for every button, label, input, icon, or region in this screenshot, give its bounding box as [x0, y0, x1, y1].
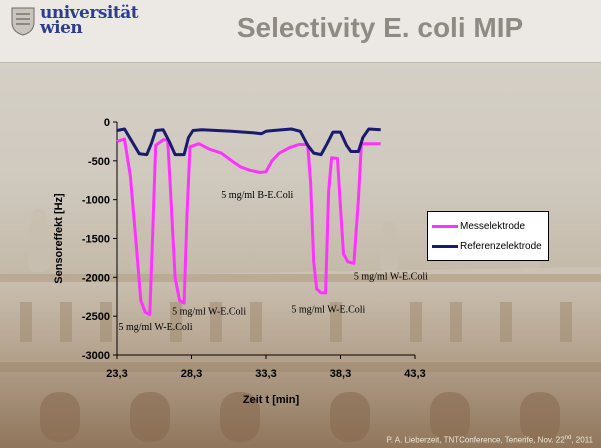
- x-tick-label: 23,3: [106, 368, 127, 380]
- x-tick-label: 38,3: [330, 368, 351, 380]
- university-logo: universität wien: [10, 3, 150, 52]
- logo-line-2: wien: [40, 18, 83, 38]
- chart-axes: 0 -500 -1000 -1500 -2000 -2500 -3000 23,3 28,3 33…: [53, 117, 426, 406]
- legend-item-referenzelektrode: Referenzelektrode: [432, 238, 542, 254]
- annotation-label: 5 mg/ml W-E.Coli: [291, 304, 365, 315]
- x-tick-label: 28,3: [181, 368, 202, 380]
- slide-footer: P. A. Lieberzeit, TNTConference, Tenerif…: [386, 435, 593, 445]
- legend-label-referenzelektrode: Referenzelektrode: [460, 240, 542, 252]
- footer-text: P. A. Lieberzeit, TNTConference, Tenerif…: [386, 436, 565, 445]
- logo-line-1: universität: [40, 3, 139, 23]
- series-line-referenzelektrode: [116, 127, 381, 157]
- y-tick-label: -500: [88, 156, 110, 168]
- annotation-label: 5 mg/ml W-E.Coli: [118, 322, 192, 333]
- line-chart: 0 -500 -1000 -1500 -2000 -2500 -3000 23,3 28,3 33…: [53, 117, 428, 406]
- x-tick-label: 43,3: [404, 368, 425, 380]
- footer-sup: nd: [564, 435, 572, 442]
- annotation-label: 5 mg/ml W-E.Coli: [172, 307, 246, 318]
- legend-item-messelektrode: Messelektrode: [432, 218, 525, 234]
- x-axis-title: Zeit t [min]: [243, 394, 300, 406]
- annotation-label: 5 mg/ml B-E.Coli: [221, 190, 293, 201]
- y-tick-label: -1500: [82, 234, 110, 246]
- y-axis-title: Sensoreffekt [Hz]: [53, 193, 65, 284]
- series-line-messelektrode: [116, 137, 381, 317]
- slide-title: Selectivity E. coli MIP: [236, 12, 524, 43]
- y-tick-label: 0: [104, 117, 110, 129]
- university-seal-icon: [11, 7, 35, 36]
- footer-year: , 2011: [571, 436, 593, 445]
- y-tick-label: -3000: [82, 350, 110, 362]
- chart-annotations: 5 mg/ml W-E.Coli 5 mg/ml W-E.Coli 5 mg/ml …: [118, 190, 428, 333]
- y-tick-label: -1000: [82, 195, 110, 207]
- slide-header: universität wien Selectivity E. coli MIP: [0, 0, 601, 63]
- annotation-label: 5 mg/ml W-E.Coli: [354, 272, 428, 283]
- legend-swatch-messelektrode: [432, 224, 458, 228]
- chart-series: [116, 127, 381, 317]
- legend-swatch-referenzelektrode: [432, 244, 458, 248]
- y-tick-label: -2500: [82, 311, 110, 323]
- x-tick-label: 33,3: [255, 368, 276, 380]
- legend-label-messelektrode: Messelektrode: [460, 220, 526, 232]
- chart-legend: Messelektrode Referenzelektrode: [427, 211, 549, 261]
- logo-wordmark: universität wien: [40, 3, 139, 38]
- y-tick-label: -2000: [82, 272, 110, 284]
